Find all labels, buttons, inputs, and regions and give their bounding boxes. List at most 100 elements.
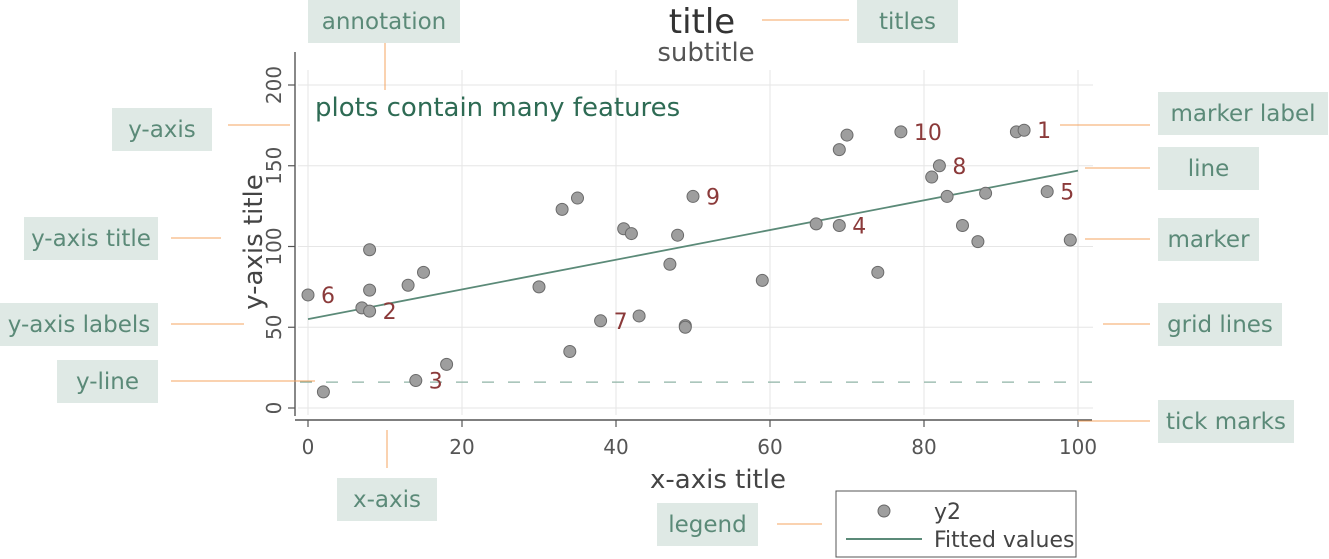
callout-y-reference-line: y-line [57, 360, 315, 403]
marker [417, 265, 430, 279]
marker [678, 320, 692, 334]
callout-box [337, 478, 437, 521]
callout-grid-lines: grid lines [1103, 303, 1282, 346]
callout-y-axis: y-axis [112, 108, 290, 151]
marker [686, 189, 700, 203]
y-tick-label: 0 [262, 402, 286, 415]
callout-box [1158, 303, 1282, 346]
marker [755, 273, 769, 287]
marker-label: 4 [852, 215, 866, 240]
marker [971, 235, 985, 249]
marker-label: 5 [1060, 181, 1074, 206]
callout-label: marker [1167, 227, 1250, 253]
chart-title: title [669, 2, 735, 42]
callout-tick-marks: tick marks [1078, 400, 1294, 443]
marker [363, 304, 377, 318]
callout-marker: marker [1085, 218, 1259, 261]
callout-label: line [1188, 156, 1230, 182]
callout-x-axis: x-axis [337, 430, 437, 521]
callout-y-axis-title: y-axis title [24, 217, 221, 260]
x-tick-label: 80 [911, 435, 936, 459]
x-tick-label: 40 [603, 435, 628, 459]
callout-fitted-line: line [1085, 147, 1259, 190]
marker [632, 309, 646, 323]
marker [1040, 185, 1054, 199]
marker [301, 288, 315, 302]
marker-label: 9 [706, 185, 720, 210]
marker [1063, 233, 1077, 247]
marker-label: 3 [429, 370, 443, 395]
marker-label: 6 [321, 284, 335, 309]
callout-label: x-axis [353, 487, 421, 513]
callout-label: legend [668, 512, 746, 538]
marker [555, 202, 569, 216]
callout-annotation-text: annotation [308, 0, 460, 90]
marker [316, 385, 330, 399]
legend-label-fitted: Fitted values [934, 528, 1074, 553]
callout-box [1158, 92, 1328, 135]
callout-box [1158, 147, 1259, 190]
legend-marker-y2 [877, 504, 891, 518]
grid-lines [298, 70, 1093, 415]
chart-subtitle: subtitle [657, 38, 754, 68]
marker-label: 10 [914, 121, 942, 146]
marker [840, 128, 854, 142]
marker [571, 191, 584, 205]
marker [401, 278, 415, 292]
marker [594, 314, 608, 328]
callout-marker-label: marker label [1060, 92, 1328, 135]
legend-label-y2: y2 [934, 500, 961, 525]
callout-box [1158, 400, 1294, 443]
marker [979, 186, 993, 200]
marker [663, 257, 677, 271]
marker [809, 217, 823, 231]
callout-box [657, 503, 758, 546]
x-tick-label: 100 [1059, 435, 1097, 459]
x-tick-label: 20 [449, 435, 474, 459]
marker [563, 344, 577, 358]
marker [956, 219, 969, 233]
y-axis-title: y-axis title [239, 174, 269, 310]
y-tick-label: 200 [262, 66, 286, 104]
marker [440, 357, 454, 371]
x-tick-label: 60 [757, 435, 782, 459]
marker [940, 189, 954, 203]
marker [363, 243, 377, 257]
y-tick-labels: 0 50 100 150 200 [262, 66, 286, 414]
marker [832, 219, 846, 233]
callout-box [308, 0, 460, 43]
callout-label: titles [879, 9, 936, 35]
callout-box [857, 0, 958, 43]
marker [363, 283, 377, 297]
marker-label: 2 [383, 300, 397, 325]
marker [871, 265, 885, 279]
callout-label: y-axis title [31, 226, 151, 252]
callout-label: tick marks [1166, 409, 1286, 435]
marker-label: 8 [952, 155, 966, 180]
marker-label: 1 [1037, 119, 1051, 144]
callout-box [1158, 218, 1259, 261]
callout-box [112, 108, 212, 151]
callout-title: titles [762, 0, 958, 43]
callout-legend: legend [657, 503, 822, 546]
marker-labels: 1 2 3 4 5 6 7 8 9 10 [321, 119, 1074, 394]
marker [832, 143, 846, 157]
callout-label: grid lines [1167, 312, 1273, 338]
callout-label: marker label [1171, 101, 1316, 127]
y-tick-label: 100 [262, 227, 286, 265]
x-axis-title: x-axis title [650, 465, 786, 495]
x-tick-label: 0 [302, 435, 315, 459]
marker [894, 125, 908, 139]
y-tick-label: 150 [262, 147, 286, 185]
callout-label: y-axis [128, 117, 196, 143]
callout-box [57, 360, 158, 403]
marker [532, 280, 546, 294]
callout-label: y-axis labels [8, 312, 151, 338]
scatter-points [301, 123, 1077, 399]
callout-y-tick-labels: y-axis labels [0, 303, 244, 346]
marker [932, 159, 946, 173]
legend-box [835, 490, 1077, 558]
y-tick-label: 50 [262, 315, 286, 340]
callout-label: annotation [322, 9, 447, 35]
